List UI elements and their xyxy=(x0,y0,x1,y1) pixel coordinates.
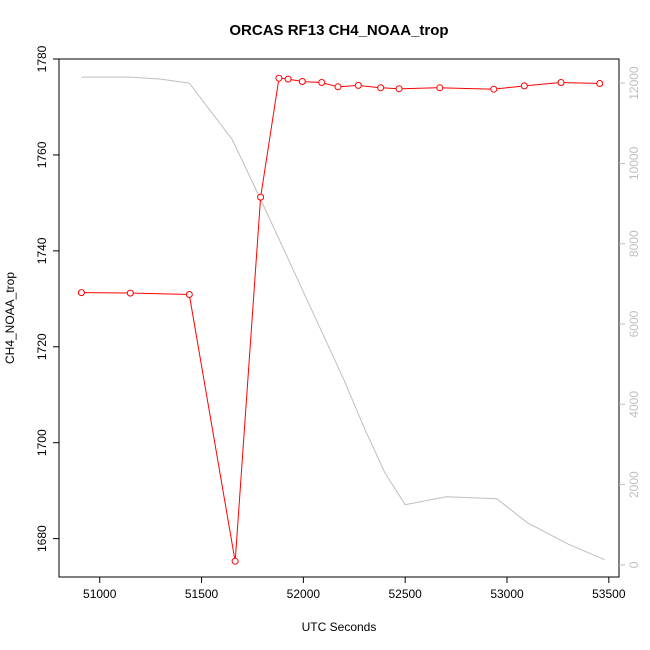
ch4-segment xyxy=(340,85,356,88)
ch4-segment xyxy=(442,87,491,90)
ch4-point xyxy=(436,84,444,92)
y-tick-label: 1700 xyxy=(35,429,49,456)
x-tick-label: 53000 xyxy=(490,587,524,601)
ch4-point xyxy=(557,79,565,86)
y2-tick-label: 4000 xyxy=(627,391,641,418)
ch4-point xyxy=(334,83,342,91)
y-tick-label: 1760 xyxy=(35,141,49,168)
ch4-segment xyxy=(527,82,559,87)
ch4-point xyxy=(77,289,85,297)
y-axis-left: 1680 1700 1720 1740 1760 1780 xyxy=(35,45,59,552)
ch4-point xyxy=(298,78,306,85)
ch4-point xyxy=(284,75,292,83)
ch4-segment xyxy=(402,87,437,90)
ch4-point xyxy=(318,79,326,86)
y-axis-label: CH4_NOAA_trop xyxy=(3,272,17,364)
x-tick-label: 52000 xyxy=(287,587,321,601)
y2-tick-label: 6000 xyxy=(627,310,641,337)
series-layer xyxy=(77,74,605,565)
ch4-segment xyxy=(290,79,300,82)
ch4-point xyxy=(275,74,283,82)
ch4-point xyxy=(596,80,604,87)
ch4-segment xyxy=(496,85,522,90)
y2-tick-label: 12000 xyxy=(627,66,641,100)
ch4-segment xyxy=(383,87,397,90)
ch4-point xyxy=(126,289,134,297)
x-tick-label: 51000 xyxy=(83,587,117,601)
ch4-segment xyxy=(324,82,336,87)
chart-title: ORCAS RF13 CH4_NOAA_trop xyxy=(229,22,448,39)
ch4-point xyxy=(354,81,362,89)
altitude-line xyxy=(81,76,605,561)
ch4-point xyxy=(231,557,239,565)
ch4-point xyxy=(185,291,193,298)
y-tick-label: 1720 xyxy=(35,333,49,360)
ch4-segment xyxy=(361,85,378,88)
ch4-point xyxy=(257,193,265,201)
ch4-point xyxy=(377,84,385,92)
y-tick-label: 1680 xyxy=(35,525,49,552)
y2-tick-label: 8000 xyxy=(627,230,641,257)
ch4-segment xyxy=(260,81,279,195)
plot-frame xyxy=(58,58,620,578)
ch4-segment xyxy=(133,292,187,295)
ch4-segment xyxy=(305,81,319,83)
y2-tick-label: 10000 xyxy=(627,146,641,180)
ch4-point xyxy=(520,82,528,90)
x-tick-label: 53500 xyxy=(592,587,626,601)
ch4-point xyxy=(395,85,403,93)
x-axis: 51000 51500 52000 52500 53000 53500 xyxy=(83,577,626,601)
y2-tick-label: 2000 xyxy=(627,471,641,498)
y-tick-label: 1740 xyxy=(35,237,49,264)
ch4-segment xyxy=(189,297,236,559)
ch4-point xyxy=(490,85,498,93)
y-axis-right: 0 2000 4000 6000 8000 10000 12000 xyxy=(619,66,641,568)
y-tick-label: 1780 xyxy=(35,45,49,72)
x-tick-label: 52500 xyxy=(388,587,422,601)
ch4-segment xyxy=(234,200,261,559)
ch4-segment xyxy=(563,82,597,84)
x-axis-label: UTC Seconds xyxy=(302,620,377,634)
x-tick-label: 51500 xyxy=(185,587,219,601)
y2-tick-label: 0 xyxy=(627,561,641,568)
